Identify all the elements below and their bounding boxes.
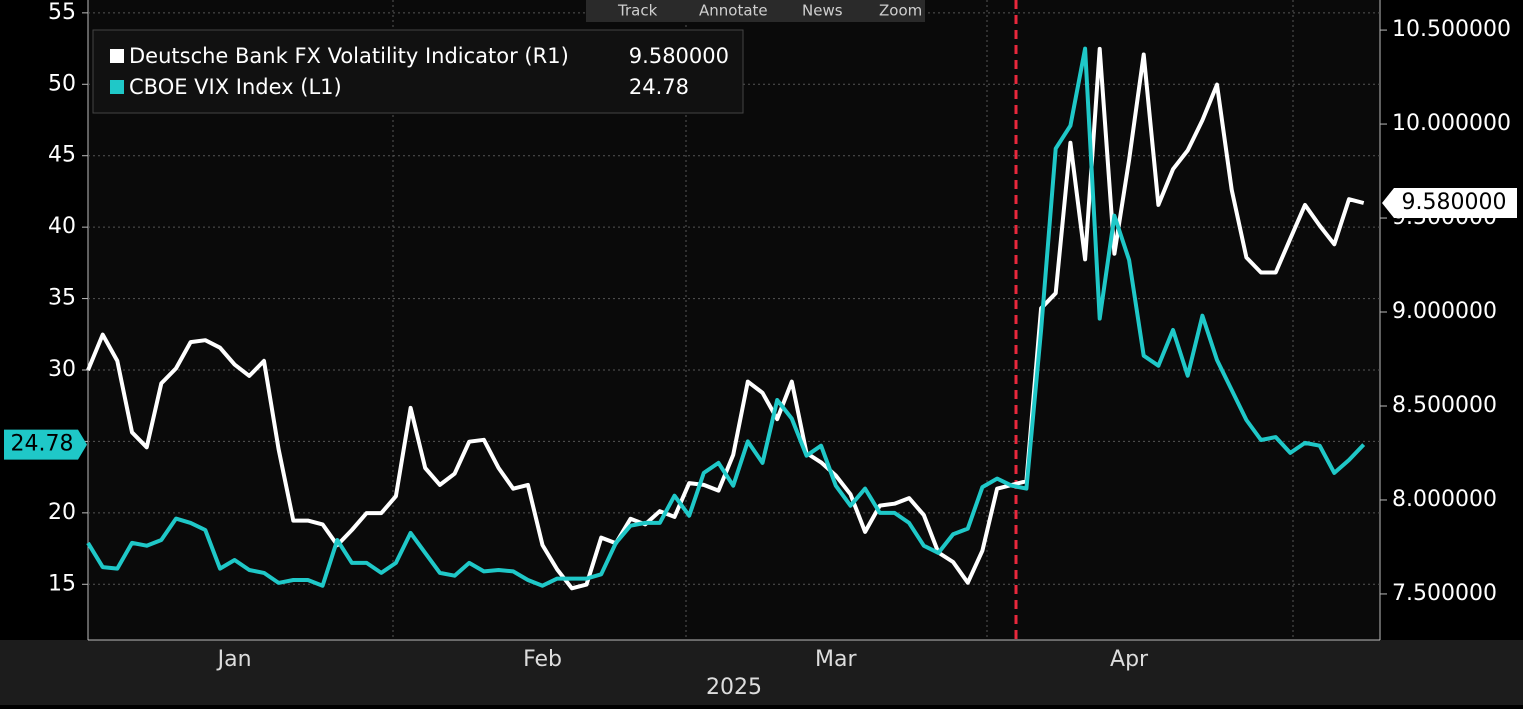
legend-value: 24.78	[629, 75, 689, 99]
x-axis-band	[0, 640, 1523, 705]
y-tick-label: 55	[48, 0, 76, 25]
toolbar-button[interactable]: News	[802, 2, 843, 20]
toolbar-bg	[586, 0, 925, 22]
x-axis-label: 2025	[706, 675, 762, 700]
y-tick-label: 40	[48, 214, 76, 239]
toolbar-button[interactable]: Annotate	[699, 2, 768, 20]
y-tick-label: 45	[48, 143, 76, 168]
y2-tick-label: 8.000000	[1392, 487, 1497, 512]
y2-tick-label: 10.000000	[1392, 111, 1511, 136]
legend-swatch	[110, 80, 124, 94]
toolbar-button[interactable]: Track	[617, 2, 658, 20]
y2-tick-label: 10.500000	[1392, 17, 1511, 42]
legend-label: Deutsche Bank FX Volatility Indicator (R…	[129, 44, 569, 68]
y-tick-label: 35	[48, 286, 76, 311]
legend-value: 9.580000	[629, 44, 729, 68]
legend-box	[92, 29, 744, 114]
last-value-label: 24.78	[11, 432, 74, 457]
toolbar: Track Annotate News Zoom	[586, 0, 925, 22]
y-tick-label: 30	[48, 357, 76, 382]
toolbar-button[interactable]: Zoom	[879, 2, 922, 20]
x-tick-label: Mar	[815, 647, 857, 672]
y-tick-label: 50	[48, 71, 76, 96]
x-tick-label: Feb	[523, 647, 562, 672]
legend-swatch	[110, 49, 124, 63]
y2-tick-label: 8.500000	[1392, 393, 1497, 418]
last-value-tag	[1382, 187, 1517, 218]
series-line	[86, 46, 1366, 588]
x-tick-label: Apr	[1110, 647, 1149, 672]
x-tick-label: Jan	[216, 647, 252, 672]
last-value-tag	[4, 429, 87, 460]
y-tick-label: 15	[48, 571, 76, 596]
last-value-label: 9.580000	[1402, 190, 1507, 215]
legend: Deutsche Bank FX Volatility Indicator (R…	[92, 29, 744, 114]
y2-tick-label: 7.500000	[1392, 581, 1497, 606]
y2-tick-label: 9.000000	[1392, 299, 1497, 324]
y-tick-label: 20	[48, 500, 76, 525]
legend-label: CBOE VIX Index (L1)	[129, 75, 342, 99]
